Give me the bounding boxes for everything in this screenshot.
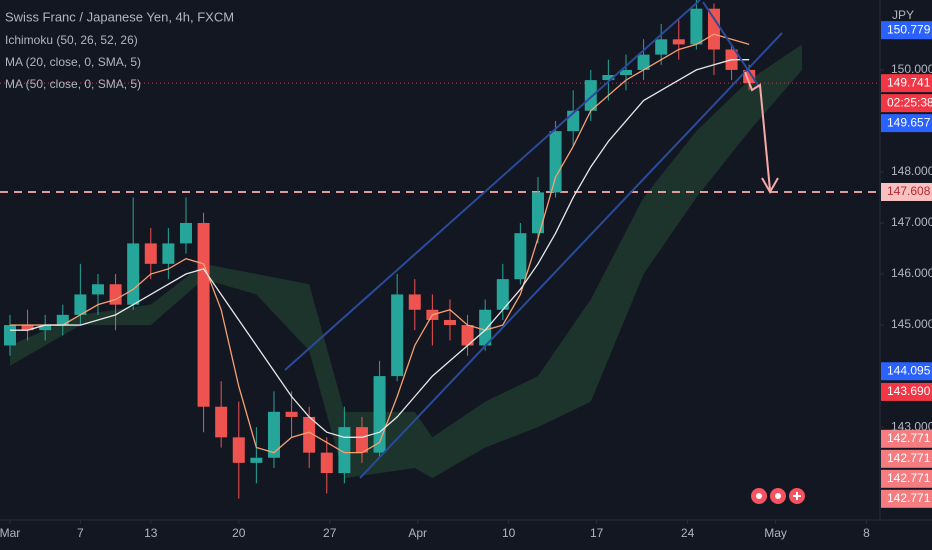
- candle-body: [496, 279, 509, 310]
- x-tick-label: 17: [590, 526, 604, 540]
- y-tick-label: 148.000: [891, 164, 932, 178]
- x-tick-label: May: [764, 526, 787, 540]
- legend-ma50: MA (50, close, 0, SMA, 5): [5, 77, 141, 91]
- trend-line: [702, 1, 761, 89]
- price-label-bg: [881, 74, 932, 93]
- icon[interactable]: [793, 492, 801, 500]
- price-label: 142.771: [887, 451, 931, 465]
- candle-body: [250, 457, 263, 463]
- legend-ma20: MA (20, close, 0, SMA, 5): [5, 55, 141, 69]
- price-label-bg: [881, 489, 932, 508]
- x-tick-label: 20: [232, 526, 246, 540]
- ma-line: [9, 59, 750, 438]
- price-label: 149.741: [887, 75, 931, 89]
- candle-body: [232, 437, 245, 463]
- legend-ichimoku: Ichimoku (50, 26, 52, 26): [5, 33, 138, 47]
- candle-body: [355, 427, 368, 453]
- channel-upper: [284, 0, 701, 371]
- price-label: 150.779: [887, 22, 931, 36]
- price-label: 142.771: [887, 491, 931, 505]
- currency: JPY: [892, 8, 914, 22]
- price-labels: 150.779 149.741 02:25:38 149.657 147.608 144.…: [881, 21, 932, 508]
- price-label: 143.690: [887, 384, 931, 398]
- price-label: 02:25:38: [887, 95, 932, 109]
- x-tick-label: 8: [863, 526, 870, 540]
- candle-body: [21, 325, 34, 331]
- channel-lower: [359, 32, 783, 479]
- price-label: 142.771: [887, 471, 931, 485]
- y-tick-label: 146.000: [891, 266, 932, 280]
- y-tick-label: 145.000: [891, 317, 932, 331]
- candle-body: [267, 411, 280, 458]
- candle-body: [443, 319, 456, 326]
- arrow-head: [761, 177, 779, 195]
- x-tick-label: 24: [681, 526, 695, 540]
- price-label-bg: [881, 382, 932, 401]
- candle-body: [56, 314, 69, 326]
- x-tick-label: 7: [77, 526, 84, 540]
- candle-body: [179, 223, 192, 244]
- x-tick-label: Apr: [408, 526, 427, 540]
- price-label-bg: [881, 429, 932, 448]
- candle-body: [672, 39, 685, 45]
- price-label: 149.657: [887, 115, 931, 129]
- candle-body: [391, 294, 404, 377]
- price-label-bg: [881, 94, 932, 113]
- price-label-bg: [881, 114, 932, 133]
- price-label: 144.095: [887, 363, 931, 377]
- candle-body: [285, 411, 298, 417]
- candle-body: [655, 39, 668, 55]
- candle-body: [619, 69, 632, 76]
- candle-body: [91, 284, 104, 295]
- candle-body: [707, 8, 720, 50]
- x-tick-label: 27: [323, 526, 337, 540]
- toolbar[interactable]: [751, 488, 805, 504]
- price-label-bg: [881, 449, 932, 468]
- x-tick-label: 10: [502, 526, 516, 540]
- icon[interactable]: [775, 493, 781, 499]
- candle-body: [127, 243, 140, 305]
- candle-body: [338, 427, 351, 474]
- x-tick-label: 13: [144, 526, 158, 540]
- icon[interactable]: [756, 493, 762, 499]
- candle-body: [74, 294, 87, 315]
- candle-body: [197, 223, 210, 407]
- candle-body: [109, 284, 122, 305]
- price-label-bg: [881, 362, 932, 381]
- candle-body: [690, 8, 703, 45]
- price-label: 142.771: [887, 431, 931, 445]
- price-label-bg: [881, 21, 932, 40]
- candle-body: [637, 54, 650, 70]
- candle-body: [584, 80, 597, 111]
- ichimoku-cloud: [9, 44, 802, 479]
- candle-body: [549, 131, 562, 193]
- candle-body: [479, 309, 492, 346]
- price-label-bg: [881, 182, 932, 201]
- candle-body: [320, 452, 333, 474]
- y-tick-label: 143.000: [891, 419, 932, 433]
- drawings: [284, 0, 783, 479]
- candle-body: [162, 243, 175, 264]
- chart-title: Swiss Franc / Japanese Yen, 4h, FXCM: [5, 9, 234, 24]
- price-label: 147.608: [887, 184, 931, 198]
- price-label-bg: [881, 469, 932, 488]
- candle-body: [39, 325, 52, 331]
- x-tick-label: Mar: [0, 526, 20, 540]
- y-tick-label: 150.000: [891, 62, 932, 76]
- y-tick-label: 147.000: [891, 215, 932, 229]
- plot-area: [0, 0, 880, 499]
- candle-body: [514, 233, 527, 280]
- candle-body: [531, 192, 544, 234]
- candle-body: [215, 406, 228, 438]
- forecast-arrow: [744, 71, 771, 191]
- ma-line: [9, 33, 750, 454]
- candle-body: [303, 416, 316, 453]
- candle-body: [144, 243, 157, 264]
- candle-body: [3, 325, 16, 346]
- candle-body: [461, 325, 474, 346]
- candle-body: [408, 294, 421, 310]
- candle-body: [602, 75, 615, 81]
